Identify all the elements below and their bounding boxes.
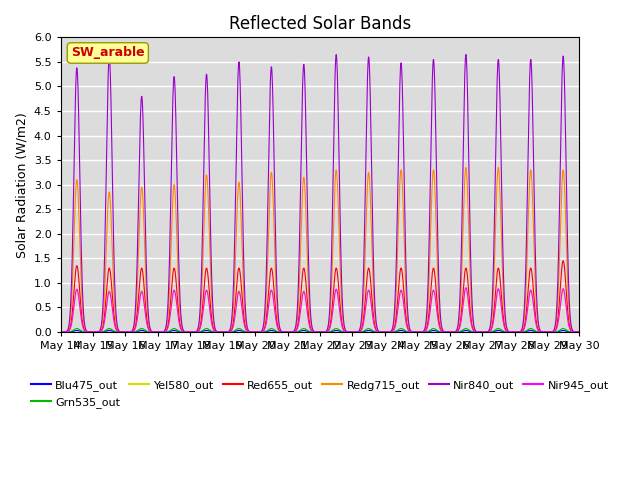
Redg715_out <box>462 165 470 170</box>
Red655_out <box>559 258 567 264</box>
Grn535_out <box>164 329 172 335</box>
Redg715_out <box>339 317 347 323</box>
Yel580_out <box>367 298 374 303</box>
Blu475_out <box>501 329 509 335</box>
Redg715_out <box>57 329 65 335</box>
Grn535_out <box>501 329 509 335</box>
Grn535_out <box>488 329 495 335</box>
Grn535_out <box>73 325 81 331</box>
Grn535_out <box>339 329 347 335</box>
Redg715_out <box>164 311 172 316</box>
Blu475_out <box>73 327 81 333</box>
Nir945_out <box>57 329 65 335</box>
Nir840_out <box>462 52 470 58</box>
Yel580_out <box>488 326 495 332</box>
Red655_out <box>488 325 495 331</box>
Y-axis label: Solar Radiation (W/m2): Solar Radiation (W/m2) <box>15 112 28 257</box>
Grn535_out <box>367 326 374 332</box>
Yel580_out <box>575 329 583 335</box>
Text: SW_arable: SW_arable <box>71 47 145 60</box>
Grn535_out <box>462 325 470 331</box>
Redg715_out <box>367 206 374 212</box>
Red655_out <box>575 329 583 335</box>
Nir945_out <box>575 329 583 335</box>
Nir840_out <box>501 308 509 314</box>
Yel580_out <box>462 288 470 293</box>
Nir840_out <box>367 117 374 122</box>
Nir840_out <box>488 311 495 316</box>
Nir840_out <box>339 309 347 315</box>
Nir945_out <box>339 326 347 332</box>
Yel580_out <box>164 324 172 329</box>
Blu475_out <box>367 328 374 334</box>
Nir945_out <box>462 285 470 291</box>
Line: Grn535_out: Grn535_out <box>61 328 579 332</box>
Blu475_out <box>164 329 172 335</box>
Nir840_out <box>462 52 470 58</box>
Yel580_out <box>57 329 65 335</box>
Nir840_out <box>57 329 65 335</box>
Redg715_out <box>575 329 583 335</box>
Red655_out <box>501 324 509 330</box>
Red655_out <box>164 321 172 327</box>
Nir945_out <box>164 324 172 330</box>
Blu475_out <box>462 327 470 333</box>
Redg715_out <box>488 319 495 324</box>
Line: Nir840_out: Nir840_out <box>61 55 579 332</box>
Red655_out <box>462 265 470 271</box>
Nir945_out <box>367 297 374 302</box>
Title: Reflected Solar Bands: Reflected Solar Bands <box>229 15 411 33</box>
Redg715_out <box>501 317 509 323</box>
Red655_out <box>57 329 65 335</box>
Grn535_out <box>575 329 583 335</box>
Blu475_out <box>339 329 347 335</box>
Legend: Blu475_out, Grn535_out, Yel580_out, Red655_out, Redg715_out, Nir840_out, Nir945_: Blu475_out, Grn535_out, Yel580_out, Red6… <box>26 376 614 412</box>
Yel580_out <box>501 326 509 332</box>
Nir840_out <box>575 329 583 335</box>
Yel580_out <box>339 326 347 332</box>
Nir945_out <box>488 326 495 332</box>
Line: Nir945_out: Nir945_out <box>61 288 579 332</box>
Nir840_out <box>164 297 172 303</box>
Red655_out <box>339 324 347 330</box>
Yel580_out <box>73 288 81 293</box>
Blu475_out <box>575 329 583 335</box>
Grn535_out <box>57 329 65 335</box>
Line: Red655_out: Red655_out <box>61 261 579 332</box>
Nir945_out <box>462 285 470 290</box>
Blu475_out <box>57 329 65 335</box>
Line: Blu475_out: Blu475_out <box>61 330 579 332</box>
Line: Redg715_out: Redg715_out <box>61 168 579 332</box>
Red655_out <box>367 280 374 286</box>
Blu475_out <box>488 329 495 335</box>
Redg715_out <box>495 165 502 170</box>
Line: Yel580_out: Yel580_out <box>61 290 579 332</box>
Nir945_out <box>501 326 509 332</box>
